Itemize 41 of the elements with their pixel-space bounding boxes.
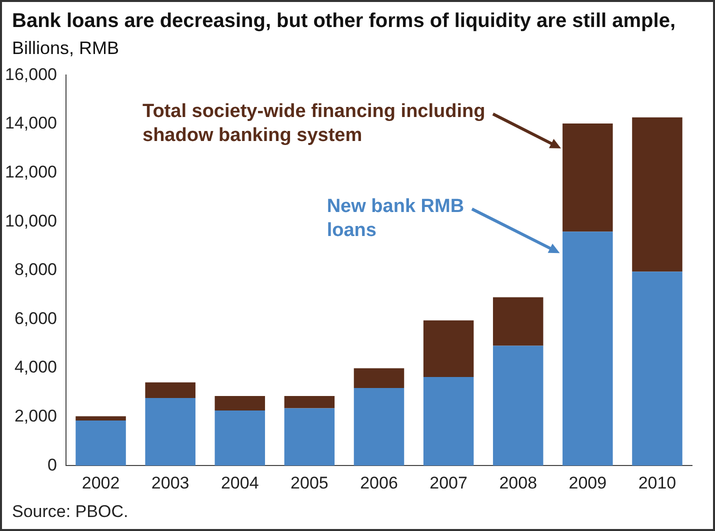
bar bbox=[562, 124, 613, 232]
x-tick-label: 2004 bbox=[220, 473, 259, 492]
bar bbox=[354, 388, 404, 466]
y-tick-label: 8,000 bbox=[14, 260, 57, 280]
bar bbox=[492, 346, 544, 466]
chart-title: Bank loans are decreasing, but other forms of liquidity are still ample, bbox=[12, 10, 676, 32]
legend-label: Total society-wide financing including shadow banking system bbox=[142, 100, 486, 146]
bar bbox=[214, 396, 266, 410]
x-tick-label: 2007 bbox=[430, 473, 468, 492]
y-tick-label: 16,000 bbox=[4, 64, 57, 84]
bar bbox=[145, 398, 196, 466]
x-tick-label: 2003 bbox=[151, 473, 190, 492]
x-tick-label: 2006 bbox=[360, 473, 398, 492]
x-tick-label: 2005 bbox=[290, 473, 328, 492]
bar bbox=[284, 408, 335, 466]
chart-subtitle: Billions, RMB bbox=[12, 38, 120, 58]
y-tick-label: 6,000 bbox=[14, 308, 57, 328]
y-tick-label: 4,000 bbox=[14, 358, 57, 377]
bar bbox=[145, 382, 196, 398]
x-tick-label: 2010 bbox=[638, 473, 676, 492]
y-tick-label: 14,000 bbox=[4, 114, 57, 133]
bar bbox=[632, 117, 682, 272]
bar bbox=[284, 396, 335, 408]
bar bbox=[632, 272, 682, 466]
bar bbox=[562, 232, 613, 466]
bar bbox=[423, 320, 474, 378]
legend-label: New bank RMB loans bbox=[326, 196, 464, 241]
x-tick-label: 2008 bbox=[499, 473, 538, 492]
bar bbox=[76, 416, 126, 420]
bar bbox=[423, 377, 474, 466]
source-note: Source: PBOC. bbox=[11, 502, 130, 522]
bar bbox=[492, 297, 544, 346]
bar bbox=[76, 420, 126, 466]
x-tick-label: 2002 bbox=[82, 473, 120, 492]
y-tick-label: 0 bbox=[48, 455, 57, 474]
x-tick-label: 2009 bbox=[568, 473, 607, 492]
bar bbox=[354, 368, 404, 388]
y-tick-label: 2,000 bbox=[14, 406, 57, 426]
y-tick-label: 12,000 bbox=[4, 162, 57, 182]
y-tick-label: 10,000 bbox=[4, 211, 57, 230]
bar bbox=[214, 410, 266, 466]
